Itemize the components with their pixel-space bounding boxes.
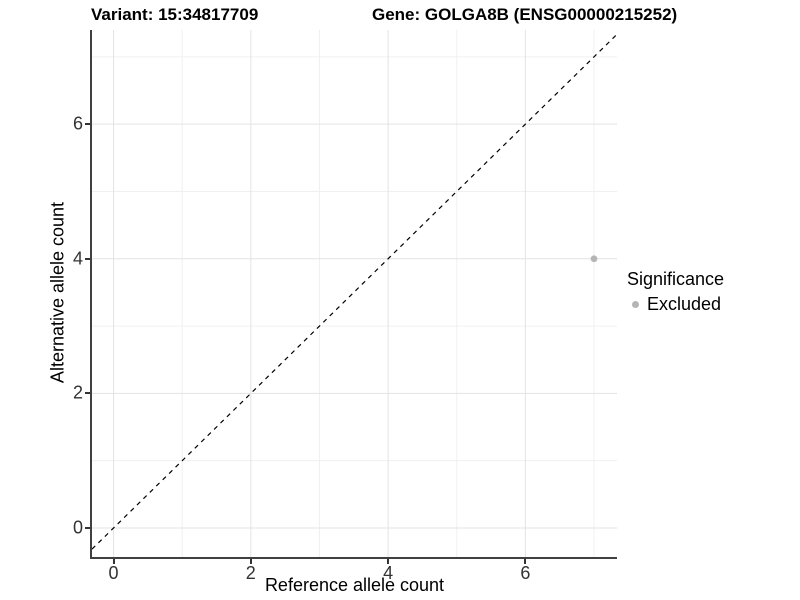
y-tick-mark [85, 257, 90, 260]
x-tick-label: 2 [245, 563, 256, 583]
x-tick-mark [249, 559, 252, 564]
y-tick-mark [85, 526, 90, 529]
x-tick-mark [112, 559, 115, 564]
legend-item-excluded: Excluded [627, 293, 724, 315]
x-tick-label: 6 [520, 563, 531, 583]
y-tick-label: 2 [72, 382, 83, 403]
x-tick-mark [387, 559, 390, 564]
y-axis-title: Alternative allele count [47, 201, 68, 384]
y-tick-mark [85, 392, 90, 395]
plot-panel [90, 30, 617, 559]
legend: Significance Excluded [627, 268, 724, 315]
plot-canvas [92, 30, 617, 557]
legend-title: Significance [627, 269, 725, 289]
data-point [590, 255, 598, 263]
x-axis-title: Reference allele count [264, 575, 445, 595]
x-tick-label: 4 [383, 563, 394, 583]
identity-line [92, 33, 617, 550]
y-tick-label: 0 [72, 517, 83, 538]
y-tick-mark [85, 123, 90, 126]
y-tick-label: 6 [72, 113, 83, 134]
plot-title-variant: Variant: 15:34817709 [91, 5, 259, 24]
legend-item-label: Excluded [647, 294, 722, 314]
excluded-point-icon [632, 300, 639, 308]
y-tick-label: 4 [72, 248, 83, 269]
x-tick-mark [524, 559, 527, 564]
plot-title-gene: Gene: GOLGA8B (ENSG00000215252) [372, 5, 678, 24]
x-tick-label: 0 [108, 563, 119, 583]
